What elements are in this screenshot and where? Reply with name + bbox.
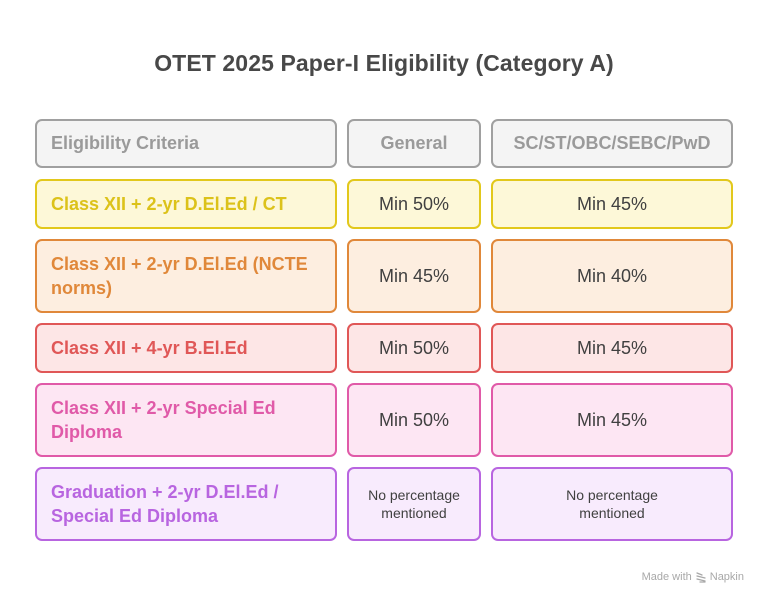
reserved-value: Min 45% [576, 409, 648, 430]
table-header-row: Eligibility Criteria General SC/ST/OBC/S… [35, 119, 733, 168]
criteria-cell: Class XII + 2-yr Special Ed Diploma [35, 383, 337, 457]
table-row: Class XII + 2-yr D.El.Ed / CT Min 50% Mi… [35, 179, 733, 229]
header-criteria-label: Eligibility Criteria [51, 133, 200, 153]
reserved-cell: No percentage mentioned [491, 467, 733, 541]
reserved-value: No percentage mentioned [566, 487, 658, 521]
napkin-brand-label: Napkin [709, 571, 744, 583]
general-value: No percentage mentioned [368, 487, 460, 521]
general-value: Min 50% [378, 409, 450, 430]
general-cell: Min 45% [347, 239, 481, 313]
criteria-text: Class XII + 2-yr Special Ed Diploma [51, 398, 276, 442]
table-row: Graduation + 2-yr D.El.Ed / Special Ed D… [35, 467, 733, 541]
general-cell: Min 50% [347, 179, 481, 229]
criteria-cell: Class XII + 2-yr D.El.Ed (NCTE norms) [35, 239, 337, 313]
criteria-cell: Class XII + 2-yr D.El.Ed / CT [35, 179, 337, 229]
general-value: Min 50% [378, 337, 450, 358]
header-criteria: Eligibility Criteria [35, 119, 337, 168]
reserved-cell: Min 45% [491, 179, 733, 229]
made-with-label: Made with [641, 571, 692, 583]
table-row: Class XII + 2-yr D.El.Ed (NCTE norms) Mi… [35, 239, 733, 313]
header-general-label: General [380, 133, 448, 153]
header-reserved: SC/ST/OBC/SEBC/PwD [491, 119, 733, 168]
header-general: General [347, 119, 481, 168]
general-cell: Min 50% [347, 323, 481, 373]
napkin-logo-icon [696, 571, 706, 583]
reserved-value: Min 45% [576, 337, 648, 358]
criteria-text: Class XII + 4-yr B.El.Ed [51, 338, 248, 358]
criteria-text: Class XII + 2-yr D.El.Ed (NCTE norms) [51, 254, 308, 298]
general-value: Min 45% [378, 265, 450, 286]
reserved-value: Min 40% [576, 265, 648, 286]
reserved-cell: Min 40% [491, 239, 733, 313]
criteria-cell: Class XII + 4-yr B.El.Ed [35, 323, 337, 373]
page-title: OTET 2025 Paper-I Eligibility (Category … [154, 50, 614, 76]
table-row: Class XII + 2-yr Special Ed Diploma Min … [35, 383, 733, 457]
napkin-watermark: Made with Napkin [642, 571, 744, 583]
general-cell: Min 50% [347, 383, 481, 457]
header-reserved-label: SC/ST/OBC/SEBC/PwD [513, 133, 711, 153]
table-row: Class XII + 4-yr B.El.Ed Min 50% Min 45% [35, 323, 733, 373]
criteria-cell: Graduation + 2-yr D.El.Ed / Special Ed D… [35, 467, 337, 541]
general-cell: No percentage mentioned [347, 467, 481, 541]
general-value: Min 50% [378, 193, 450, 214]
criteria-text: Graduation + 2-yr D.El.Ed / Special Ed D… [51, 482, 279, 526]
reserved-value: Min 45% [576, 193, 648, 214]
criteria-text: Class XII + 2-yr D.El.Ed / CT [51, 194, 287, 214]
reserved-cell: Min 45% [491, 383, 733, 457]
reserved-cell: Min 45% [491, 323, 733, 373]
